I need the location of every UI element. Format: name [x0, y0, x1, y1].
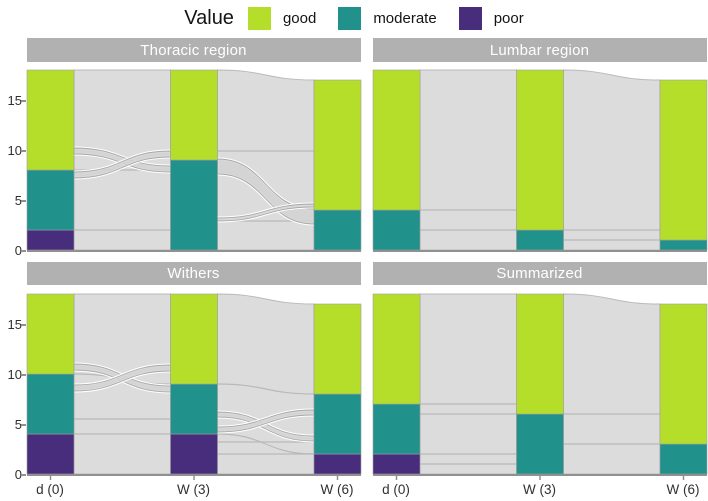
stratum-good	[169, 293, 218, 385]
alluvial-plot-thoracic-region	[26, 69, 361, 252]
stratum-moderate	[313, 393, 361, 455]
legend-item-good: good	[247, 6, 317, 30]
stratum-good	[372, 293, 420, 405]
legend-swatch-moderate-icon	[338, 6, 362, 30]
y-tick-label: 5	[14, 193, 22, 208]
flow-divider	[216, 433, 314, 455]
y-tick	[21, 250, 26, 252]
stratum-good	[169, 69, 218, 161]
stratum-good	[26, 69, 74, 171]
legend-item-poor: poor	[458, 6, 524, 30]
stratum-poor	[169, 433, 218, 475]
stratum-moderate	[169, 159, 218, 251]
legend-swatch-good-icon	[247, 6, 271, 30]
stratum-moderate	[372, 209, 420, 251]
stratum-poor	[26, 229, 74, 251]
y-tick	[21, 150, 26, 152]
y-tick-label: 5	[14, 417, 22, 432]
facet-strip-lumbar-region: Lumbar region	[372, 38, 707, 62]
legend: Value good moderate poor	[0, 0, 708, 36]
legend-label-moderate: moderate	[373, 9, 437, 27]
facet-title: Lumbar region	[489, 41, 590, 59]
x-tick-label: W (6)	[320, 482, 354, 497]
stratum-poor	[372, 453, 420, 475]
y-tick-label: 15	[7, 93, 22, 108]
alluvial-plot-summarized	[372, 293, 707, 480]
stratum-good	[313, 79, 361, 211]
flow-block	[419, 69, 517, 251]
y-tick-label: 0	[14, 243, 22, 258]
stratum-moderate	[313, 209, 361, 251]
stratum-good	[515, 293, 564, 415]
legend-swatch-poor-icon	[458, 6, 482, 30]
legend-label-good: good	[282, 9, 317, 27]
x-tick-label: W (3)	[177, 482, 210, 497]
stratum-moderate	[659, 239, 707, 251]
legend-title: Value	[184, 6, 234, 29]
alluvial-plot-lumbar-region	[372, 69, 707, 252]
stratum-good	[659, 303, 707, 445]
x-tick-label: d (0)	[36, 482, 64, 497]
stratum-good	[659, 79, 707, 241]
stratum-moderate	[169, 383, 218, 435]
stratum-moderate	[26, 169, 74, 231]
y-tick-label: 15	[7, 317, 22, 332]
y-tick	[21, 100, 26, 102]
x-tick-label: d (0)	[382, 482, 410, 497]
facet-strip-withers: Withers	[26, 262, 361, 285]
x-tick-label: W (6)	[666, 482, 700, 497]
y-tick-label: 10	[7, 367, 22, 382]
stratum-good	[313, 303, 361, 395]
alluvial-plot-withers	[26, 293, 361, 480]
stratum-good	[26, 293, 74, 375]
facet-title: Summarized	[496, 265, 583, 282]
stratum-moderate	[26, 373, 74, 435]
stratum-good	[515, 69, 564, 231]
legend-item-moderate: moderate	[338, 6, 437, 30]
facet-strip-thoracic-region: Thoracic region	[26, 38, 361, 62]
stratum-poor	[313, 453, 361, 475]
x-tick-label: W (3)	[523, 482, 556, 497]
flow-block	[562, 293, 660, 475]
flow-block	[562, 69, 660, 251]
stratum-good	[372, 69, 420, 211]
facet-strip-summarized: Summarized	[372, 262, 707, 285]
y-tick	[21, 324, 26, 326]
y-tick-label: 0	[14, 467, 22, 482]
stratum-moderate	[659, 443, 707, 475]
y-tick	[21, 424, 26, 426]
y-tick	[21, 374, 26, 376]
flow-divider	[216, 383, 314, 395]
stratum-moderate	[372, 403, 420, 455]
y-tick-label: 10	[7, 143, 22, 158]
facet-title: Withers	[167, 265, 220, 282]
stratum-poor	[26, 433, 74, 475]
stratum-moderate	[515, 229, 564, 251]
flow-block	[419, 293, 517, 475]
stratum-moderate	[515, 413, 564, 475]
facet-title: Thoracic region	[140, 41, 247, 59]
legend-label-poor: poor	[493, 9, 524, 27]
y-tick	[21, 200, 26, 202]
y-tick	[21, 474, 26, 476]
